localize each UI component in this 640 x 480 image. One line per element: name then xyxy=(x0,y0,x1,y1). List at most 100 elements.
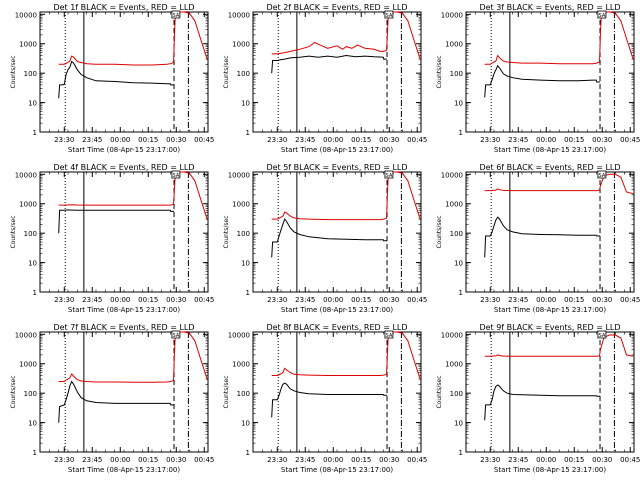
x-tick-label: 00:30 xyxy=(592,136,612,144)
y-axis-label: Counts/sec xyxy=(436,375,443,408)
panel-title: Det 6f BLACK = Events, RED = LLD xyxy=(479,163,620,172)
y-tick-label: 100 xyxy=(24,70,37,78)
x-tick-label: 23:45 xyxy=(295,136,315,144)
x-axis-label: Start Time (08-Apr-15 23:17:00) xyxy=(281,146,393,154)
panel-title: Det 7f BLACK = Events, RED = LLD xyxy=(53,323,194,332)
y-axis-label: Counts/sec xyxy=(10,55,17,88)
x-tick-label: 00:15 xyxy=(138,456,158,464)
x-tick-label: 00:00 xyxy=(323,296,343,304)
events-series-line xyxy=(484,64,600,98)
x-tick-label: 00:15 xyxy=(138,136,158,144)
saa-marker-box xyxy=(384,170,394,179)
saa-marker-label: SA xyxy=(599,13,606,19)
y-tick-label: 10 xyxy=(241,420,250,428)
panel-det-8: 1 10 100 1000 10000 23:30 23:45 00:00 00:15 00:30… xyxy=(223,323,427,474)
panel-det-2: 1 10 100 1000 10000 23:30 23:45 00:00 00:15 00:30… xyxy=(223,3,427,154)
lld-series-line xyxy=(271,331,421,380)
panel-title: Det 3f BLACK = Events, RED = LLD xyxy=(479,3,620,12)
x-tick-label: 00:45 xyxy=(407,456,427,464)
panel-title: Det 9f BLACK = Events, RED = LLD xyxy=(479,323,620,332)
y-tick-label: 1000 xyxy=(232,201,250,209)
y-tick-label: 1 xyxy=(459,449,463,457)
y-tick-label: 1000 xyxy=(19,201,37,209)
x-tick-label: 00:30 xyxy=(166,456,186,464)
y-tick-label: 10 xyxy=(28,420,37,428)
lld-series-line xyxy=(271,11,421,60)
y-tick-label: 1000 xyxy=(445,361,463,369)
x-tick-label: 23:30 xyxy=(267,296,287,304)
y-tick-label: 100 xyxy=(450,230,463,238)
y-tick-label: 10 xyxy=(241,100,250,108)
x-tick-label: 00:45 xyxy=(407,136,427,144)
saa-marker-box xyxy=(597,10,607,19)
events-series-line xyxy=(58,60,174,99)
x-tick-label: 00:15 xyxy=(351,296,371,304)
x-tick-label: 00:15 xyxy=(351,456,371,464)
x-axis-label: Start Time (08-Apr-15 23:17:00) xyxy=(68,466,180,474)
panel-title: Det 1f BLACK = Events, RED = LLD xyxy=(53,3,194,12)
x-tick-label: 23:45 xyxy=(508,456,528,464)
x-tick-label: 23:45 xyxy=(508,296,528,304)
saa-marker-label: SA xyxy=(386,13,393,19)
x-tick-label: 00:00 xyxy=(536,296,556,304)
panel-det-9: 1 10 100 1000 10000 23:30 23:45 00:00 00:15 00:30… xyxy=(436,323,640,474)
x-tick-label: 00:30 xyxy=(592,296,612,304)
x-tick-label: 00:45 xyxy=(620,456,640,464)
x-tick-label: 00:00 xyxy=(110,296,130,304)
y-tick-label: 1000 xyxy=(232,361,250,369)
x-tick-label: 00:00 xyxy=(323,456,343,464)
x-axis-label: Start Time (08-Apr-15 23:17:00) xyxy=(68,306,180,314)
x-tick-label: 23:45 xyxy=(82,296,102,304)
x-tick-label: 00:30 xyxy=(379,456,399,464)
saa-marker-box xyxy=(171,170,181,179)
x-tick-label: 00:00 xyxy=(536,456,556,464)
y-tick-label: 1 xyxy=(33,129,37,137)
y-tick-label: 10 xyxy=(241,260,250,268)
x-axis-label: Start Time (08-Apr-15 23:17:00) xyxy=(494,146,606,154)
y-axis-label: Counts/sec xyxy=(223,375,230,408)
y-axis-label: Counts/sec xyxy=(10,375,17,408)
events-series-line xyxy=(58,209,174,234)
x-tick-label: 00:45 xyxy=(194,296,214,304)
y-tick-label: 10000 xyxy=(15,331,37,339)
x-tick-label: 00:45 xyxy=(194,136,214,144)
y-tick-label: 100 xyxy=(24,230,37,238)
y-tick-label: 1000 xyxy=(19,361,37,369)
x-tick-label: 00:00 xyxy=(323,136,343,144)
y-tick-label: 100 xyxy=(24,390,37,398)
saa-marker-box xyxy=(384,10,394,19)
x-tick-label: 23:30 xyxy=(480,456,500,464)
y-tick-label: 1 xyxy=(246,449,250,457)
y-tick-label: 10 xyxy=(28,100,37,108)
x-tick-label: 00:00 xyxy=(110,456,130,464)
y-tick-label: 10 xyxy=(28,260,37,268)
x-tick-label: 23:30 xyxy=(267,456,287,464)
x-tick-label: 23:45 xyxy=(295,456,315,464)
y-tick-label: 1 xyxy=(246,129,250,137)
x-tick-label: 00:45 xyxy=(620,136,640,144)
x-tick-label: 00:00 xyxy=(110,136,130,144)
y-tick-label: 100 xyxy=(237,70,250,78)
panel-title: Det 5f BLACK = Events, RED = LLD xyxy=(266,163,407,172)
y-tick-label: 1 xyxy=(459,289,463,297)
y-tick-label: 1 xyxy=(33,449,37,457)
y-tick-label: 10000 xyxy=(441,11,463,19)
x-axis-label: Start Time (08-Apr-15 23:17:00) xyxy=(494,466,606,474)
events-series-line xyxy=(484,216,600,258)
y-tick-label: 100 xyxy=(237,230,250,238)
x-tick-label: 00:30 xyxy=(379,136,399,144)
x-tick-label: 00:15 xyxy=(564,136,584,144)
panel-title: Det 8f BLACK = Events, RED = LLD xyxy=(266,323,407,332)
y-axis-label: Counts/sec xyxy=(223,215,230,248)
x-tick-label: 23:45 xyxy=(82,136,102,144)
y-tick-label: 100 xyxy=(237,390,250,398)
saa-marker-label: SA xyxy=(386,333,393,339)
events-series-line xyxy=(58,380,174,423)
saa-marker-label: SA xyxy=(599,173,606,179)
saa-marker-box xyxy=(384,330,394,339)
lld-series-line xyxy=(484,11,634,65)
x-tick-label: 00:30 xyxy=(166,296,186,304)
x-tick-label: 00:00 xyxy=(536,136,556,144)
x-tick-label: 00:15 xyxy=(564,296,584,304)
saa-marker-label: SA xyxy=(599,333,606,339)
